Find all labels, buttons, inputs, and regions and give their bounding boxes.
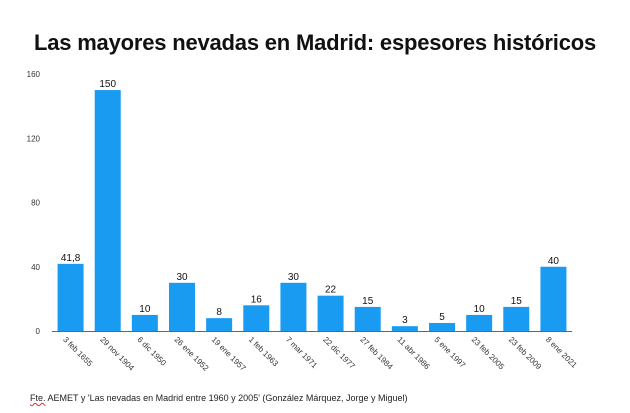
x-tick-label: 3 feb 1655 xyxy=(61,335,94,368)
y-tick-label: 160 xyxy=(27,70,41,79)
data-label: 30 xyxy=(288,272,300,283)
y-tick-label: 0 xyxy=(36,327,41,336)
chart-title: Las mayores nevadas en Madrid: espesores… xyxy=(33,30,597,55)
bar xyxy=(280,282,307,331)
x-tick-label: 22 dic 1977 xyxy=(321,335,357,371)
bar xyxy=(354,306,381,331)
bar xyxy=(57,263,84,331)
data-label: 41,8 xyxy=(61,253,81,264)
bar xyxy=(317,295,344,331)
source-note: Fte. AEMET y 'Las nevadas en Madrid entr… xyxy=(30,393,407,403)
data-label: 16 xyxy=(251,294,263,305)
x-tick-label: 1 feb 1963 xyxy=(247,335,280,368)
data-label: 5 xyxy=(439,312,445,323)
bar xyxy=(429,322,455,331)
data-label: 30 xyxy=(176,272,188,283)
data-label: 10 xyxy=(139,304,151,315)
bar xyxy=(391,326,418,331)
bar xyxy=(503,306,530,331)
data-label: 15 xyxy=(511,296,523,307)
source-text: AEMET y 'Las nevadas en Madrid entre 196… xyxy=(45,393,408,403)
bar xyxy=(243,305,270,331)
x-tick-label: 26 ene 1952 xyxy=(173,335,211,373)
x-tick-label: 19 ene 1957 xyxy=(210,335,248,373)
x-tick-label: 6 dic 1950 xyxy=(135,335,168,368)
y-tick-label: 40 xyxy=(31,263,40,272)
y-tick-label: 120 xyxy=(27,134,41,143)
x-tick-label: 5 ene 1997 xyxy=(433,335,468,370)
x-tick-label: 27 feb 1984 xyxy=(358,335,395,372)
x-tick-label: 23 feb 2009 xyxy=(507,335,544,372)
data-label: 10 xyxy=(474,304,486,315)
source-prefix: Fte. xyxy=(30,393,46,403)
bar xyxy=(94,90,121,331)
x-tick-label: 29 nov 1904 xyxy=(98,335,136,373)
data-label: 150 xyxy=(99,79,116,90)
x-tick-label: 11 abr 1986 xyxy=(395,335,432,372)
data-label: 22 xyxy=(325,285,337,296)
bar xyxy=(466,314,493,331)
bar xyxy=(206,318,233,331)
data-label: 8 xyxy=(216,307,222,318)
x-tick-label: 8 ene 2021 xyxy=(544,335,579,370)
x-tick-label: 23 feb 2005 xyxy=(470,335,507,372)
bar xyxy=(540,266,567,331)
bar xyxy=(131,314,158,331)
x-tick-label: 7 mar 1971 xyxy=(284,335,319,370)
y-tick-label: 80 xyxy=(31,199,40,208)
data-label: 15 xyxy=(362,296,374,307)
data-label: 40 xyxy=(548,256,560,267)
bar xyxy=(169,282,195,331)
data-label: 3 xyxy=(402,315,408,326)
